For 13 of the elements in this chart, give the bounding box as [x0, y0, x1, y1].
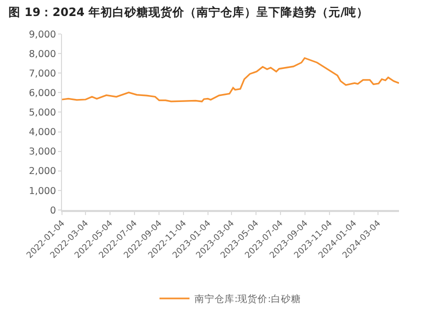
chart-title: 图 19：2024 年初白砂糖现货价（南宁仓库）呈下降趋势（元/吨）: [8, 5, 369, 20]
y-tick-label: 2,000: [28, 166, 56, 178]
y-tick-label: 4,000: [28, 127, 56, 138]
y-tick-label: 1,000: [28, 186, 56, 197]
y-tick-label: 3,000: [28, 146, 56, 158]
y-tick-label: 6,000: [28, 88, 56, 99]
legend-label: 南宁仓库:现货价:白砂糖: [194, 293, 301, 306]
y-tick-label: 0: [50, 205, 56, 216]
y-tick-label: 7,000: [28, 68, 56, 80]
y-tick-label: 9,000: [28, 29, 56, 40]
y-tick-label: 5,000: [28, 108, 56, 119]
y-tick-label: 8,000: [28, 48, 56, 60]
line-series: [62, 57, 399, 102]
